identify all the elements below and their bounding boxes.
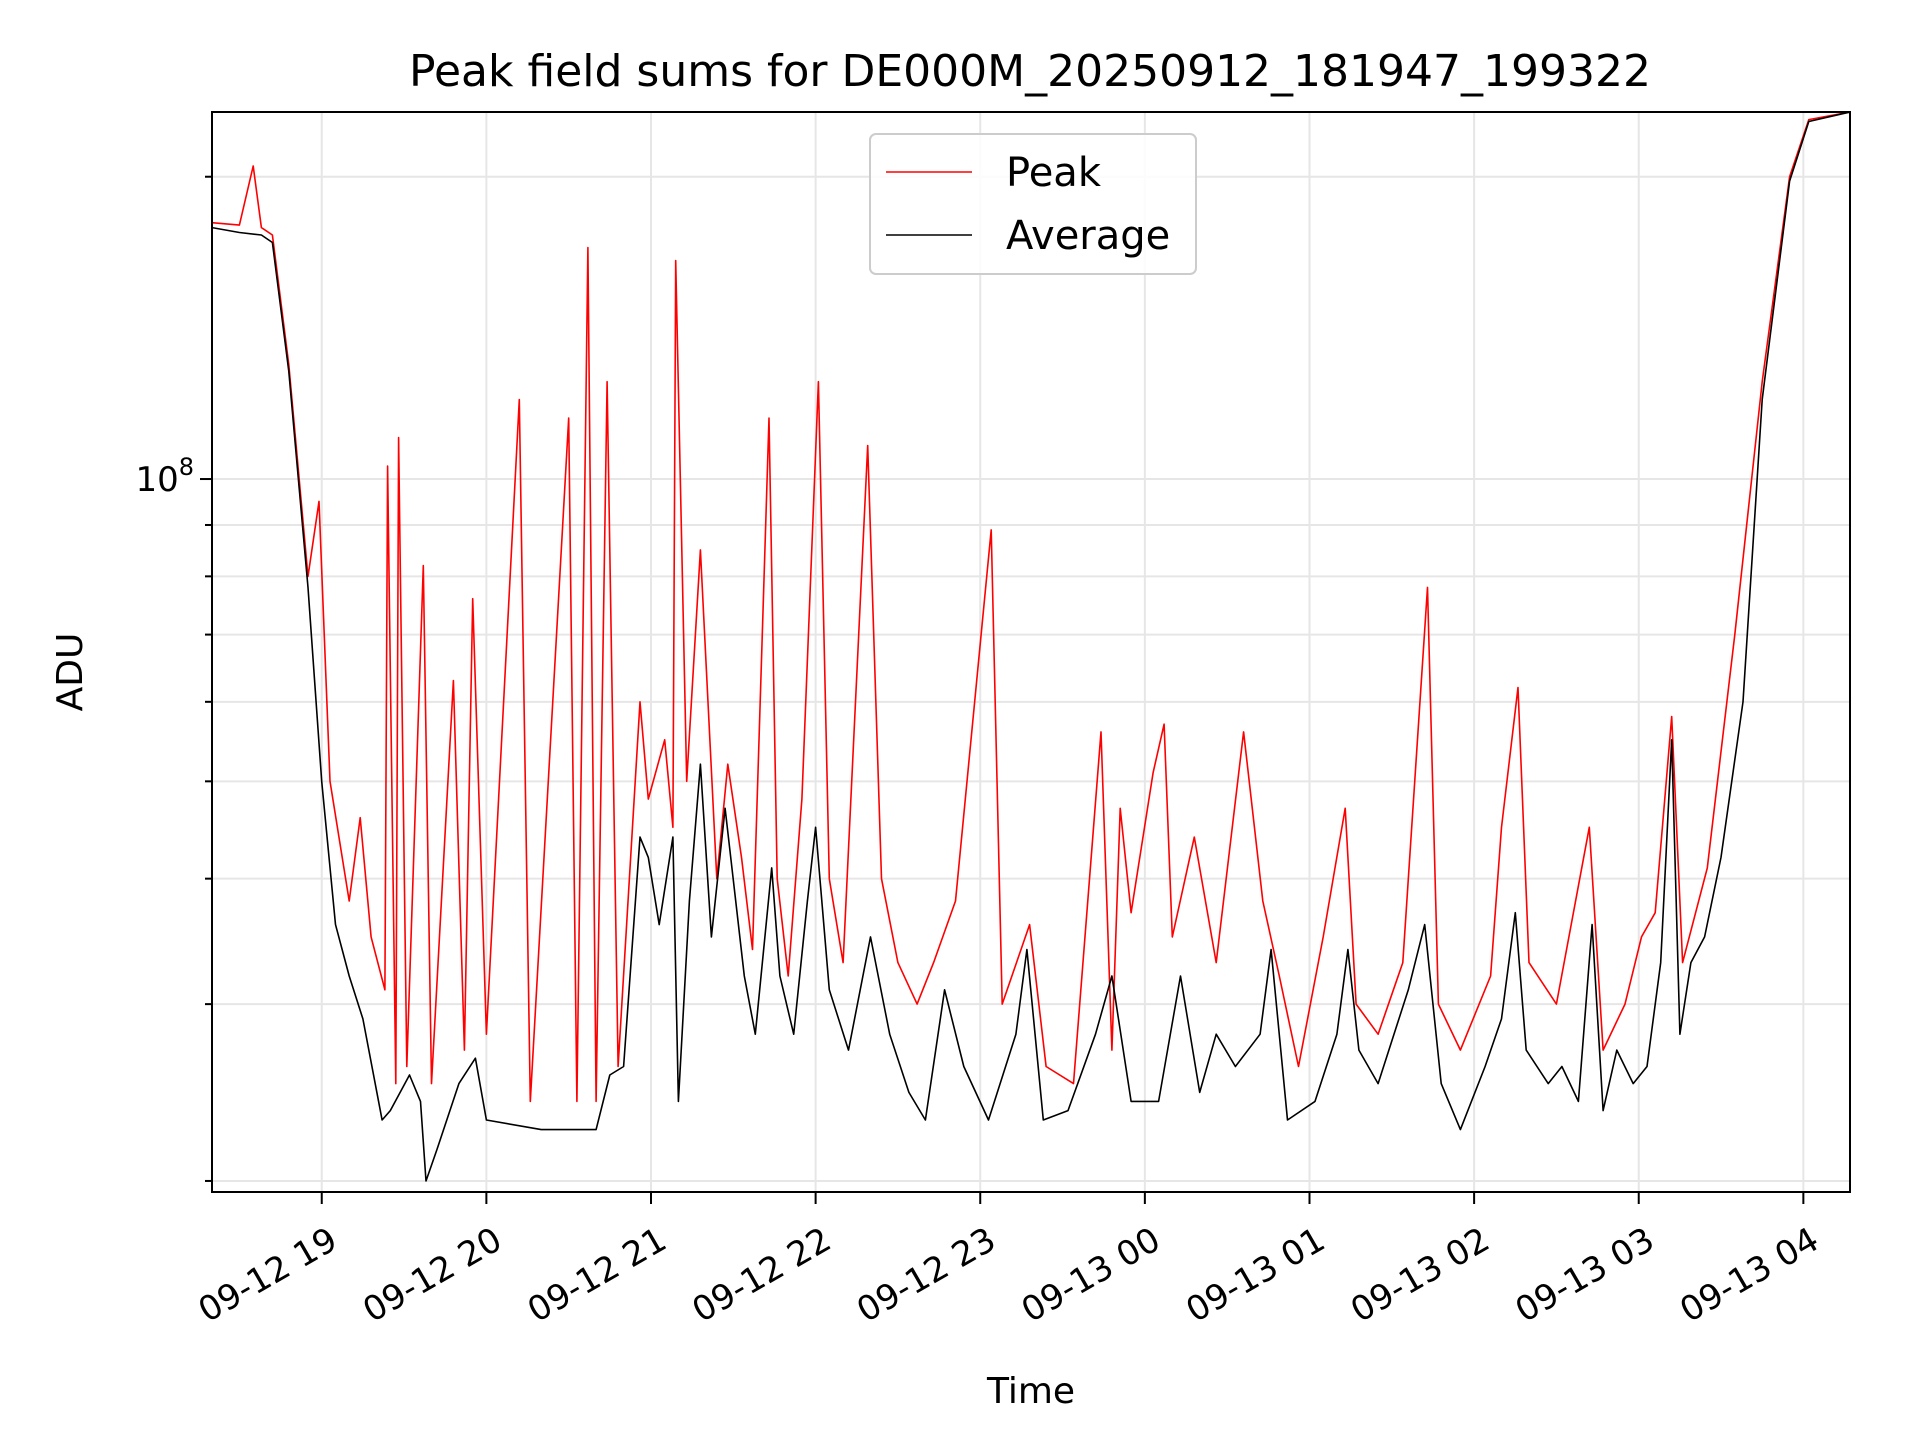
- x-axis-label: Time: [986, 1371, 1075, 1412]
- chart-title: Peak field sums for DE000M_20250912_1819…: [409, 46, 1651, 97]
- legend-label-peak: Peak: [1006, 150, 1102, 196]
- legend: Peak Average: [869, 133, 1197, 275]
- legend-label-average: Average: [1006, 213, 1170, 259]
- y-tick-label: 108: [135, 453, 194, 500]
- plot-frame: [211, 111, 1851, 1193]
- y-axis-label: ADU: [50, 633, 91, 712]
- legend-box: [869, 133, 1197, 275]
- plot-area: [212, 112, 1850, 1182]
- series-layer: [212, 112, 1850, 1182]
- series-line-average: [212, 112, 1850, 1182]
- series-line-peak: [212, 112, 1850, 1103]
